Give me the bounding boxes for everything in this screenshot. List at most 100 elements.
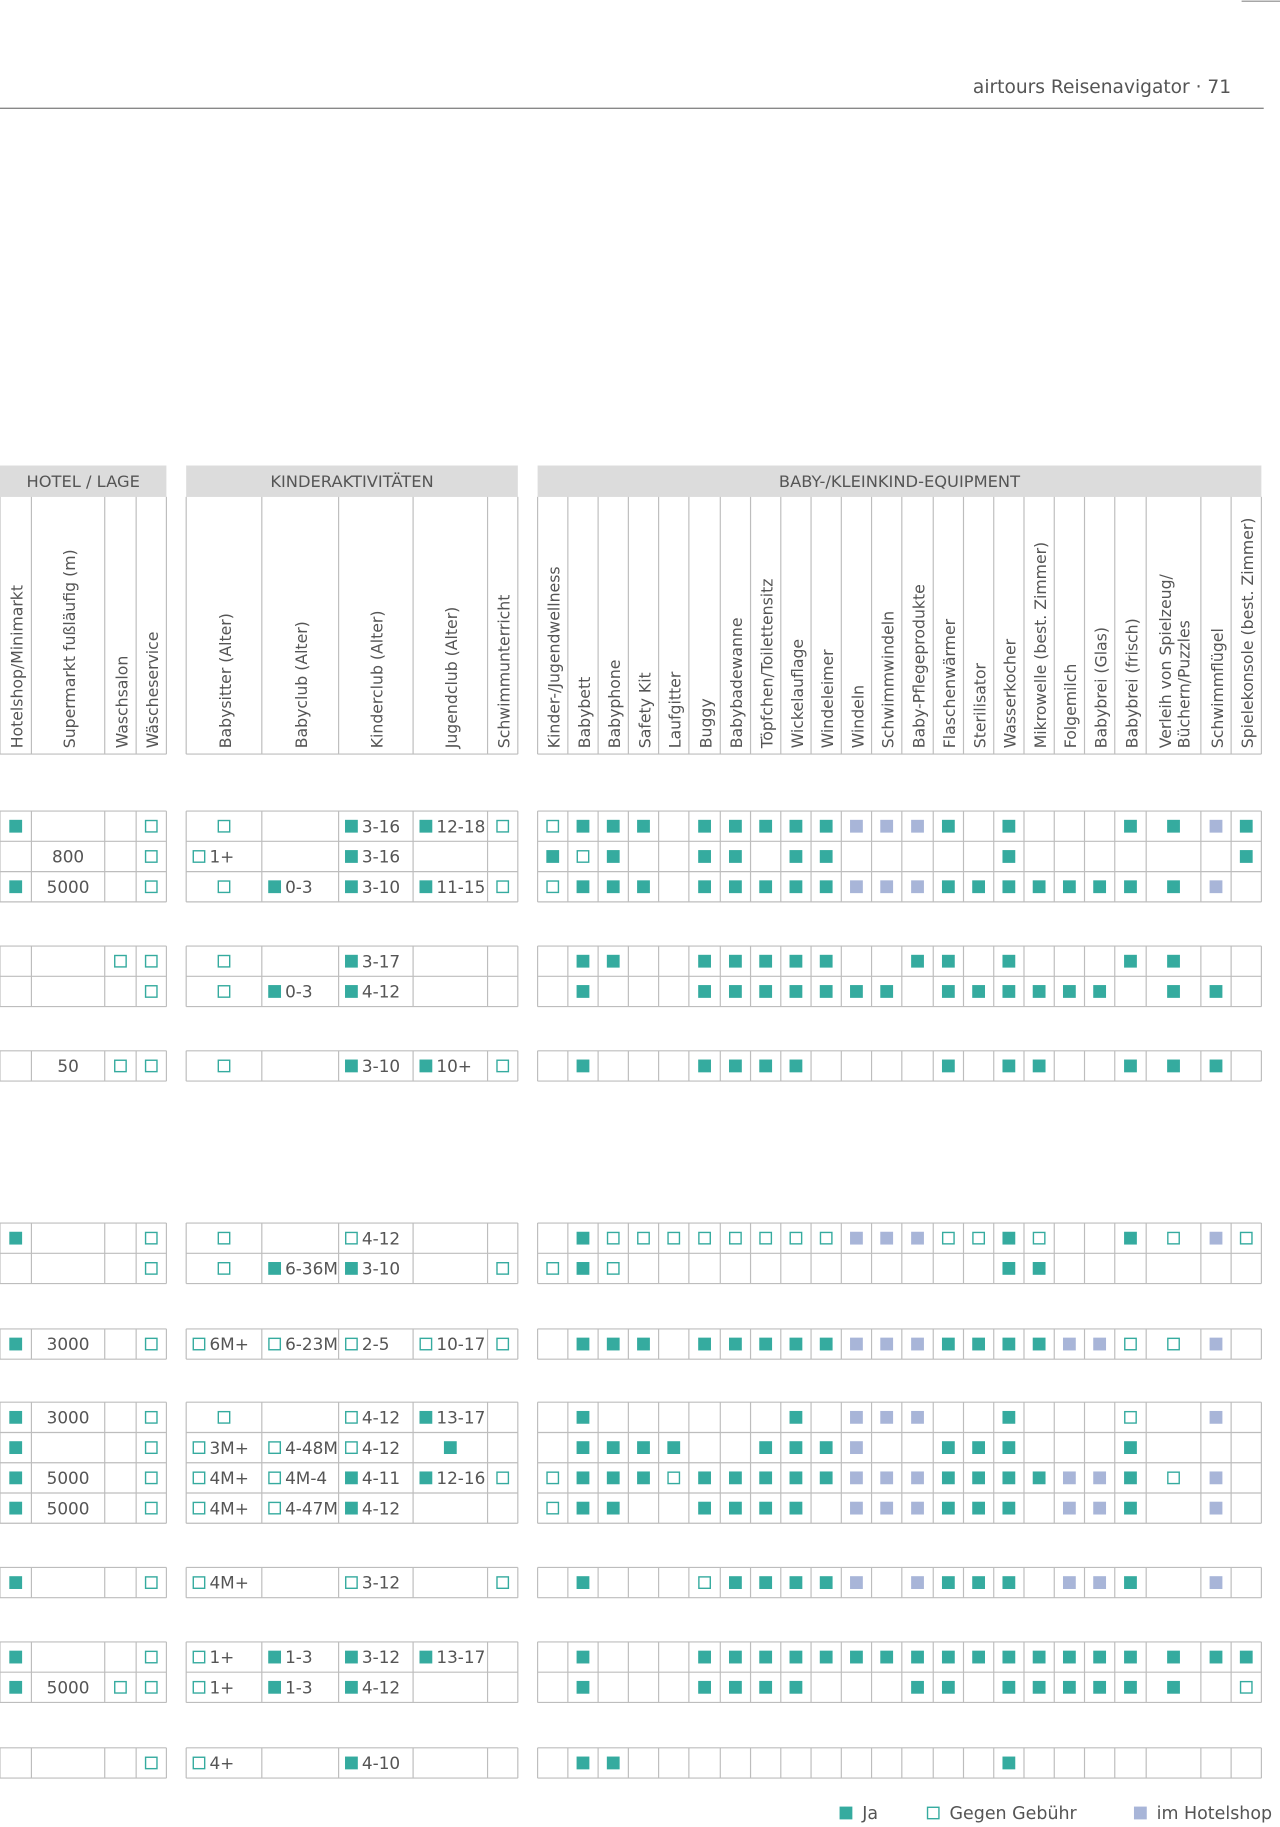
marker-yes — [759, 1337, 773, 1351]
marker-yes — [443, 1441, 457, 1455]
row-grid — [537, 1222, 1262, 1285]
row-grid — [0, 1050, 167, 1082]
column-header: Windeln — [848, 685, 867, 748]
cell-text: 1-3 — [285, 1647, 313, 1667]
column-header: Kinderclub (Alter) — [368, 610, 387, 748]
marker-fee — [217, 1410, 231, 1424]
marker-yes — [698, 1650, 711, 1664]
marker-fee — [144, 954, 158, 968]
marker-yes — [1002, 1337, 1016, 1351]
marker-yes — [576, 1337, 590, 1351]
column-header: Jugendclub (Alter) — [442, 607, 461, 750]
marker-yes — [729, 880, 742, 894]
marker-fee — [268, 1501, 282, 1515]
cell-text: 12-18 — [436, 816, 485, 836]
marker-yes — [1239, 1650, 1253, 1664]
column-header: Babybrei (frisch) — [1122, 618, 1141, 748]
cell-text: 4M+ — [209, 1573, 248, 1593]
cell-text: 4-12 — [362, 1438, 400, 1458]
marker-yes — [1167, 880, 1180, 894]
marker-yes — [729, 1680, 742, 1694]
marker-yes — [9, 1501, 23, 1515]
marker-yes — [637, 880, 650, 894]
marker-yes — [419, 1471, 433, 1485]
marker-yes — [576, 1576, 590, 1589]
cell-text: 10-17 — [436, 1334, 485, 1354]
marker-yes — [667, 1441, 681, 1455]
cell-text: 1+ — [209, 1677, 234, 1697]
marker-yes — [759, 1576, 773, 1589]
marker-yes — [345, 1262, 358, 1275]
cell-text: 1+ — [209, 1647, 234, 1667]
marker-yes — [576, 1231, 590, 1245]
marker-yes — [345, 985, 358, 998]
marker-yes — [606, 1471, 620, 1485]
marker-yes — [759, 1680, 773, 1694]
marker-yes — [9, 880, 23, 894]
cell-text: 4-11 — [362, 1468, 400, 1488]
marker-yes — [789, 985, 803, 998]
marker-fee — [1167, 1231, 1180, 1245]
cell-text: 12-16 — [436, 1468, 485, 1488]
marker-fee — [345, 1410, 358, 1424]
marker-fee — [144, 1680, 158, 1694]
marker-hotelshop — [850, 1410, 863, 1424]
row-grid — [185, 1566, 519, 1599]
marker-yes — [345, 850, 358, 863]
row-grid — [185, 1222, 519, 1285]
marker-fee — [546, 1471, 560, 1485]
row-grid — [537, 1328, 1262, 1360]
cell-text: 5000 — [47, 1468, 90, 1488]
cell-text: 3000 — [47, 1334, 90, 1354]
marker-yes — [1093, 1680, 1107, 1694]
marker-fee — [192, 1337, 206, 1351]
marker-fee — [1124, 1410, 1137, 1424]
marker-fee — [496, 880, 510, 894]
row-grid — [185, 1641, 519, 1704]
marker-hotelshop — [1209, 1231, 1223, 1245]
marker-yes — [698, 1059, 711, 1073]
marker-fee — [217, 1231, 231, 1245]
marker-yes — [789, 850, 803, 863]
column-header: Verleih von Spielzeug/ — [1156, 573, 1175, 748]
marker-yes — [1093, 880, 1107, 894]
marker-yes — [637, 1337, 650, 1351]
marker-fee — [496, 1337, 510, 1351]
marker-yes — [819, 880, 833, 894]
marker-fee — [546, 1501, 560, 1515]
row-grid — [0, 1222, 167, 1285]
marker-hotelshop — [1062, 1576, 1076, 1589]
marker-yes — [1124, 954, 1137, 968]
marker-hotelshop — [1133, 1806, 1147, 1820]
marker-yes — [1167, 1059, 1180, 1073]
marker-fee — [972, 1231, 986, 1245]
cell-text: 4+ — [209, 1753, 234, 1773]
marker-yes — [729, 1576, 742, 1589]
column-header: Schwimmflügel — [1208, 628, 1227, 748]
marker-yes — [606, 1337, 620, 1351]
marker-yes — [1062, 985, 1076, 998]
marker-fee — [144, 1410, 158, 1424]
marker-hotelshop — [911, 1410, 924, 1424]
marker-yes — [1032, 880, 1046, 894]
row-grid — [185, 1401, 519, 1524]
column-header: Babysitter (Alter) — [216, 613, 235, 748]
cell-text: 50 — [57, 1056, 78, 1076]
cell-text: 5000 — [47, 1677, 90, 1697]
marker-yes — [268, 985, 282, 998]
marker-yes — [1124, 819, 1137, 833]
cell-text: 11-15 — [436, 877, 485, 897]
cell-text: 3-10 — [362, 1056, 400, 1076]
marker-fee — [192, 1501, 206, 1515]
marker-yes — [606, 954, 620, 968]
marker-yes — [911, 1680, 924, 1694]
marker-yes — [1239, 819, 1253, 833]
marker-yes — [576, 954, 590, 968]
marker-yes — [268, 880, 282, 894]
marker-yes — [606, 1501, 620, 1515]
marker-fee — [192, 1576, 206, 1589]
marker-yes — [576, 1650, 590, 1664]
marker-fee — [144, 850, 158, 863]
marker-hotelshop — [1093, 1576, 1107, 1589]
marker-yes — [1032, 1262, 1046, 1275]
